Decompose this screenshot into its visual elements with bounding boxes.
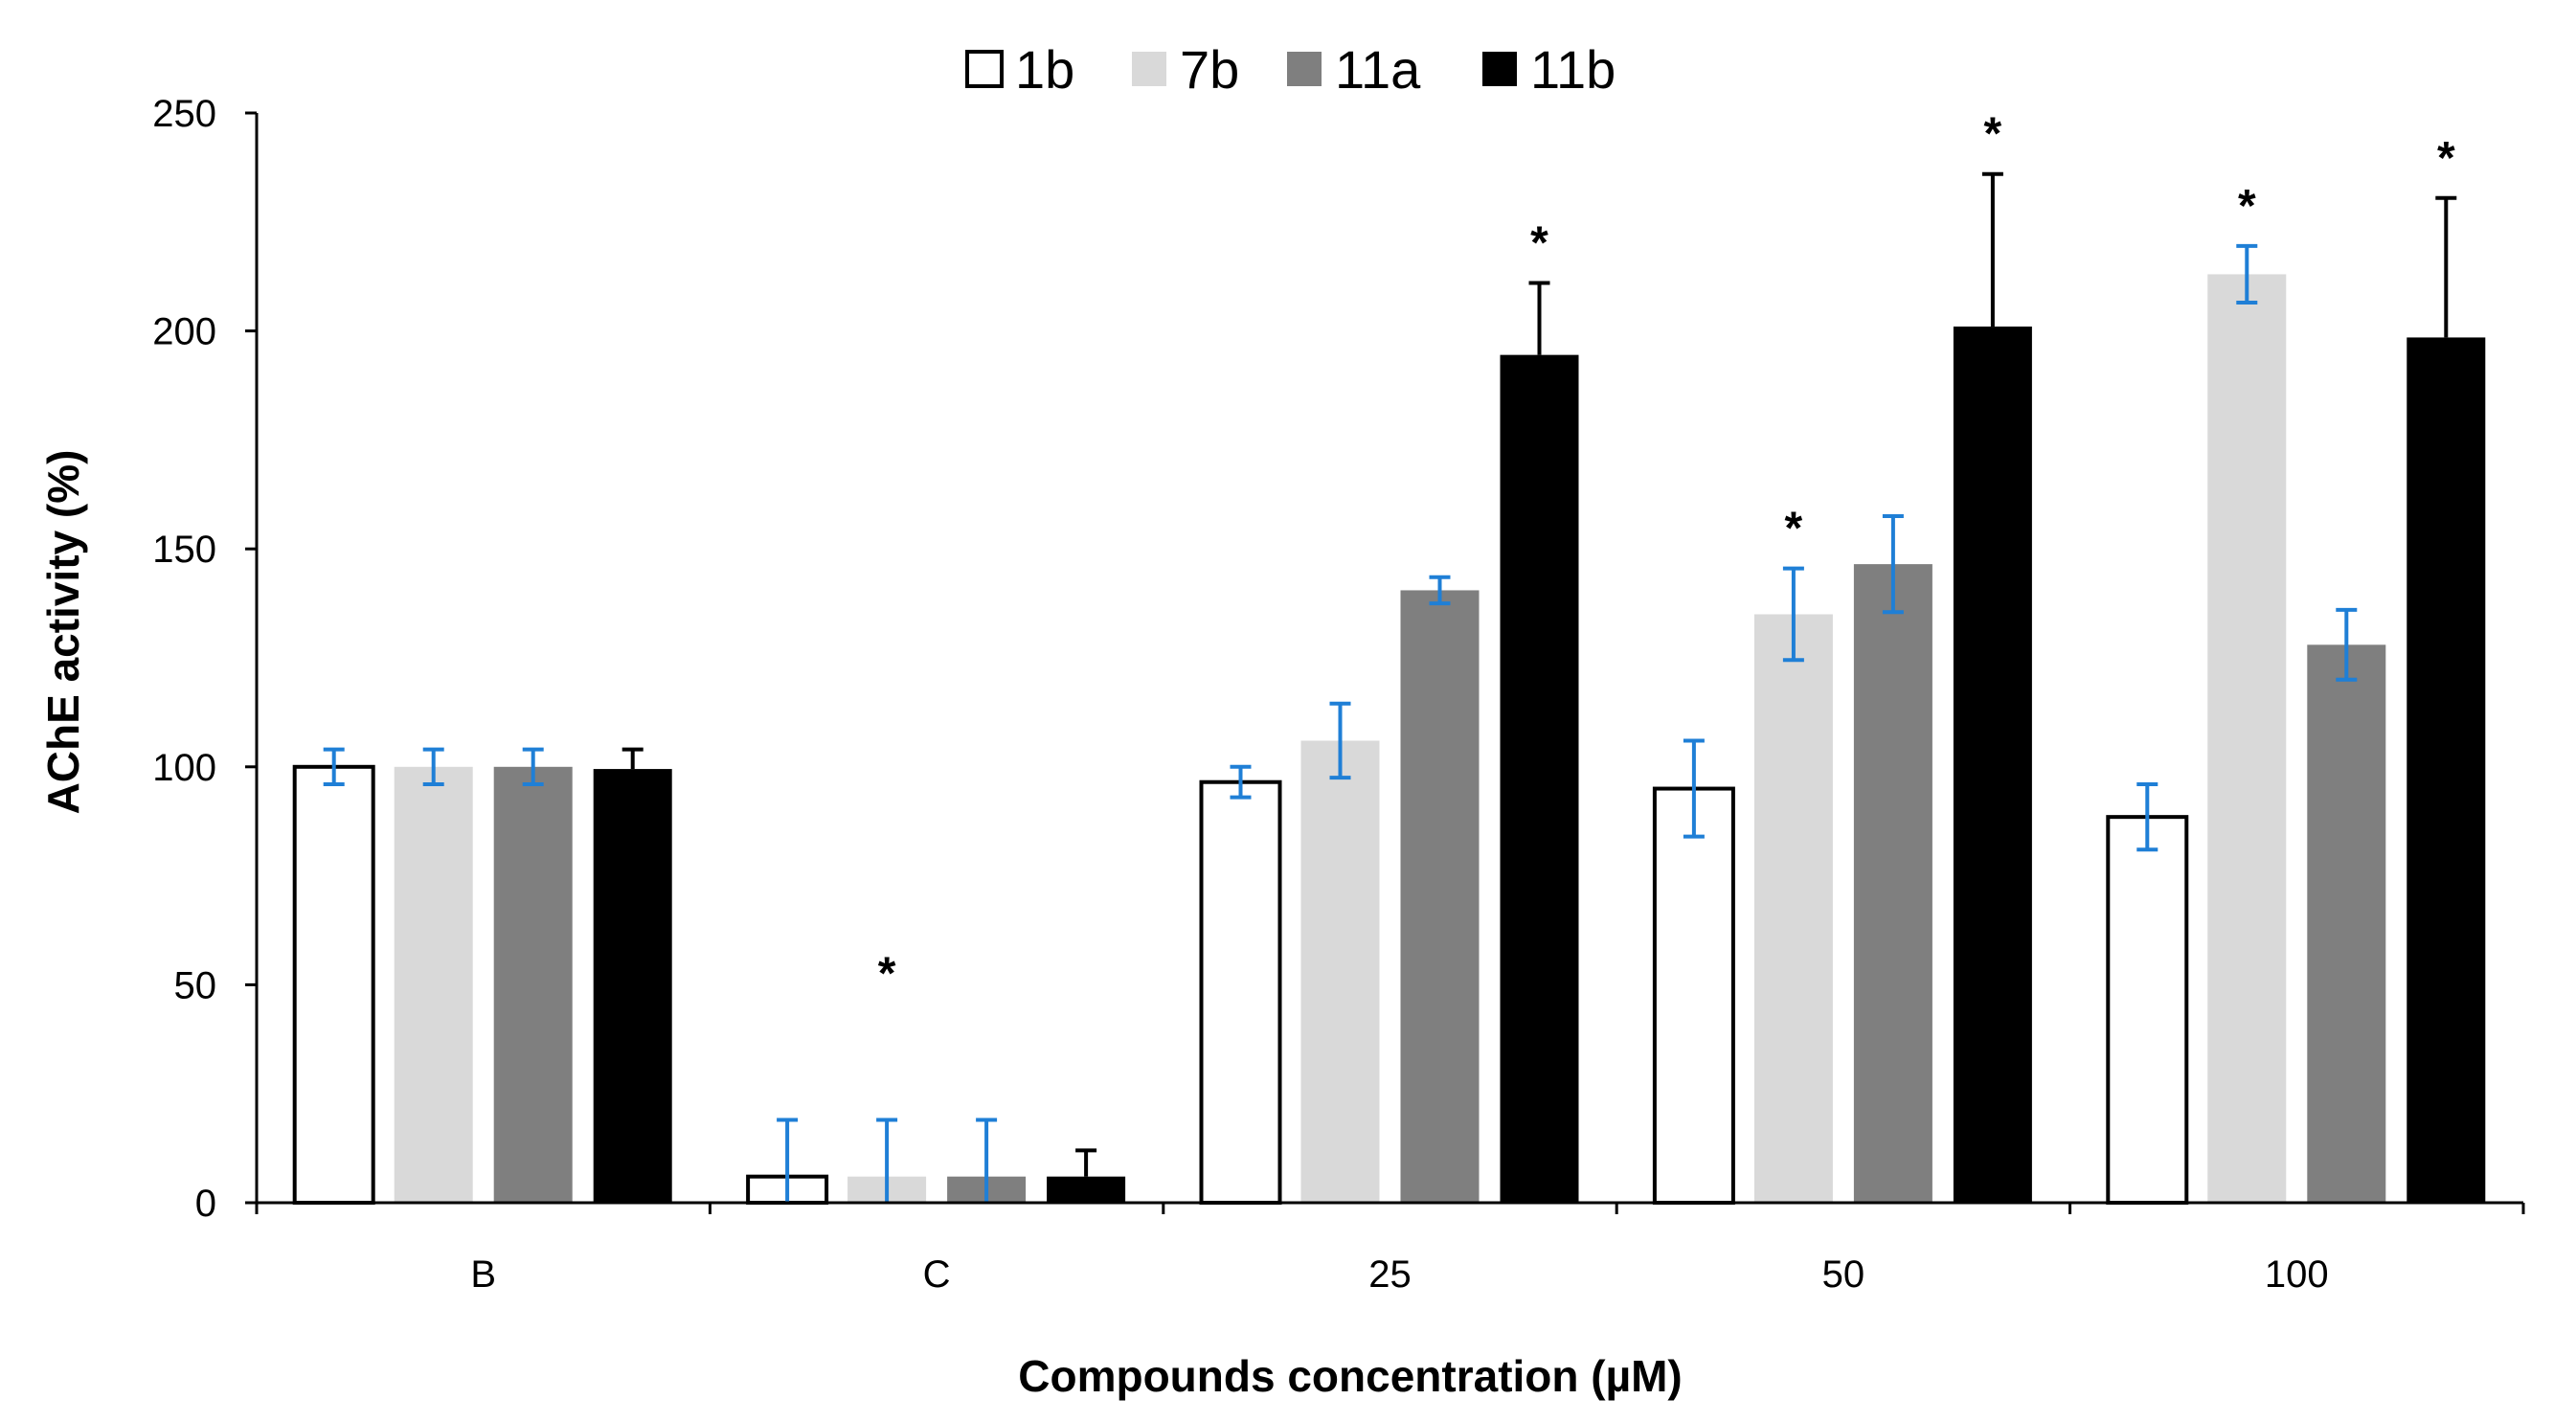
- legend-label-11a: 11a: [1335, 39, 1421, 100]
- significance-marker: *: [2238, 181, 2256, 232]
- x-tick-label: C: [923, 1253, 951, 1296]
- x-tick-label: 100: [2265, 1253, 2329, 1296]
- x-axis: B C 25 50 100: [255, 1201, 2525, 1296]
- bar-11b-B: [593, 769, 672, 1203]
- bar-7b-B: [394, 766, 473, 1203]
- bar-1b-25: [1199, 779, 1282, 1205]
- legend-swatch-7b: [1132, 52, 1166, 86]
- bar-1b-100: [2106, 815, 2189, 1205]
- y-tick-label: 50: [174, 964, 217, 1006]
- bar-1b-B: [292, 764, 375, 1205]
- y-tick-label: 100: [152, 747, 216, 789]
- bar-11a-25: [1400, 590, 1480, 1203]
- y-tick-label: 0: [195, 1183, 216, 1225]
- y-axis-title: AChE activity (%): [38, 450, 88, 815]
- significance-marker: *: [1785, 504, 1803, 554]
- significance-markers: * * * * * *: [878, 109, 2455, 1000]
- bar-11a-50: [1853, 564, 1932, 1203]
- bar-11a-B: [493, 766, 573, 1203]
- bar-1b-50: [1652, 786, 1735, 1205]
- y-tick-label: 200: [152, 311, 216, 353]
- bar-11b-50: [1953, 327, 2032, 1204]
- legend-label-1b: 1b: [1015, 39, 1074, 100]
- bar-11b-C: [1047, 1176, 1126, 1203]
- x-tick-label: 50: [1822, 1253, 1865, 1296]
- x-axis-title: Compounds concentration (µM): [1018, 1351, 1682, 1401]
- y-tick-label: 150: [152, 529, 216, 571]
- significance-marker: *: [2437, 133, 2455, 184]
- legend-label-7b: 7b: [1180, 39, 1239, 100]
- legend: 1b 7b 11a 11b: [965, 39, 1616, 100]
- bar-7b-25: [1300, 740, 1380, 1203]
- legend-swatch-1b: [965, 50, 1004, 88]
- bar-7b-50: [1753, 614, 1833, 1203]
- legend-swatch-11a: [1287, 52, 1322, 86]
- significance-marker: *: [878, 948, 896, 999]
- x-tick-label: 25: [1368, 1253, 1412, 1296]
- bar-11a-100: [2307, 644, 2386, 1203]
- error-bars: [323, 171, 2457, 1203]
- y-tick-label: 250: [152, 93, 216, 135]
- significance-marker: *: [1530, 218, 1548, 269]
- y-axis: 0 50 100 150 200 250: [152, 93, 259, 1225]
- bars: [292, 274, 2486, 1205]
- bar-11b-100: [2407, 337, 2486, 1204]
- bar-11b-25: [1500, 354, 1579, 1203]
- bar-7b-100: [2207, 274, 2287, 1203]
- legend-label-11b: 11b: [1530, 39, 1616, 100]
- x-tick-label: B: [470, 1253, 496, 1296]
- legend-swatch-11b: [1482, 52, 1517, 86]
- significance-marker: *: [1984, 109, 2002, 160]
